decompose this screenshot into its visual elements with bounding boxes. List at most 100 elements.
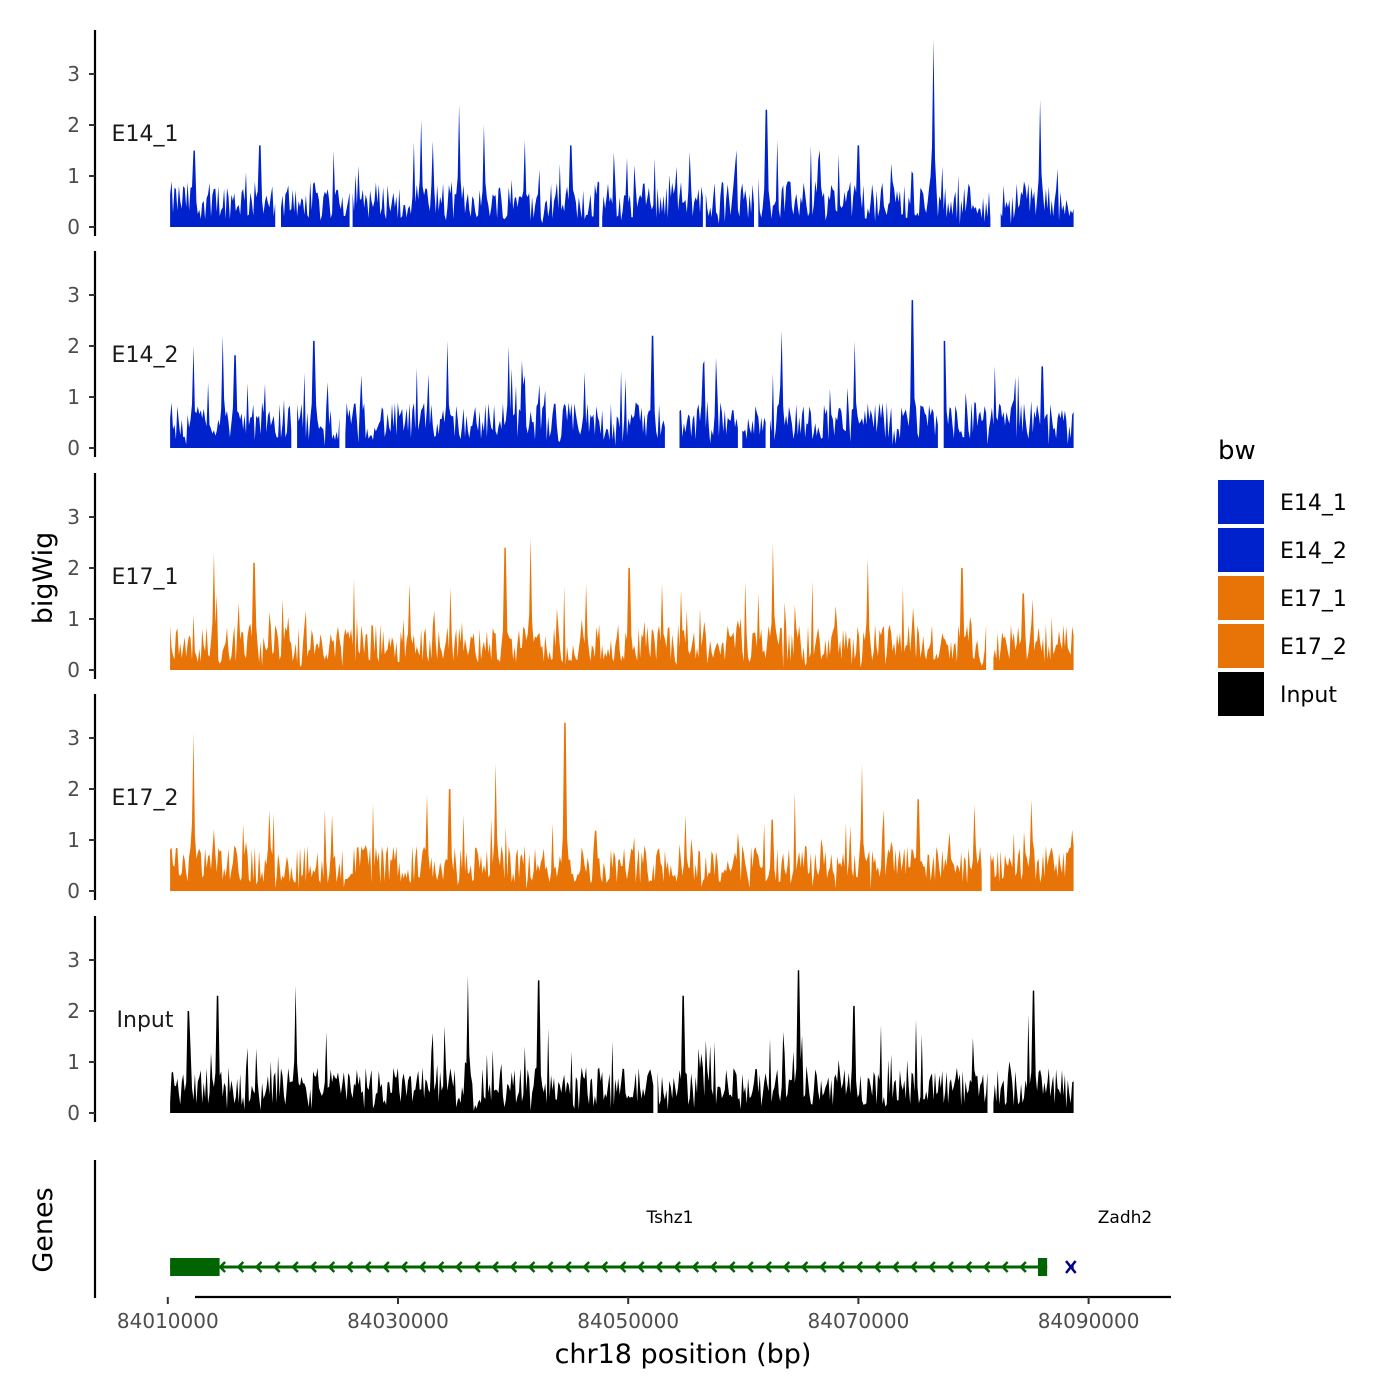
signal-area-E14_1 (170, 145, 276, 227)
y-axis-title: bigWig (28, 532, 59, 625)
strand-arrow (527, 1261, 536, 1273)
legend-title: bw (1218, 436, 1256, 466)
strand-arrow (746, 1261, 754, 1273)
strand-arrow (946, 1261, 954, 1273)
legend-label: E17_1 (1280, 587, 1347, 612)
legend-swatch (1218, 480, 1264, 524)
strand-arrow (236, 1261, 245, 1273)
track-E17_2: 0 1 2 3 E17_2 (67, 694, 1074, 903)
y-tick-label: 1 (67, 164, 80, 188)
strand-arrow (491, 1261, 499, 1273)
strand-arrow (218, 1261, 226, 1273)
legend-label: E14_1 (1280, 491, 1347, 516)
strand-arrow (509, 1261, 518, 1273)
y-tick-label: 0 (67, 879, 80, 903)
strand-arrow (345, 1261, 354, 1273)
strand-arrow (418, 1261, 427, 1273)
strand-arrow (891, 1261, 900, 1273)
strand-arrow (673, 1261, 681, 1273)
x-tick-label: 84030000 (347, 1309, 449, 1333)
signal-area-E14_1 (1000, 99, 1074, 227)
strand-arrow (1000, 1261, 1009, 1273)
gene-label: Tshz1 (646, 1208, 694, 1228)
signal-area-E14_2 (297, 340, 340, 448)
strand-arrow (582, 1261, 590, 1273)
y-tick-label: 3 (67, 62, 80, 86)
legend-swatch (1218, 624, 1264, 668)
x-tick-label: 84090000 (1038, 1309, 1140, 1333)
x-tick-label: 84050000 (577, 1309, 679, 1333)
track-E14_2: 0 1 2 3 E14_2 (67, 251, 1074, 460)
strand-arrow (272, 1261, 281, 1273)
x-axis-title: chr18 position (bp) (555, 1339, 812, 1370)
signal-area-E14_1 (281, 150, 350, 227)
legend-label: E14_2 (1280, 539, 1347, 564)
y-tick-label: 1 (67, 385, 80, 409)
strand-arrow (1019, 1261, 1027, 1273)
legend-label: Input (1280, 683, 1337, 708)
legend-swatch (1218, 672, 1264, 716)
signal-area-E17_1 (170, 537, 987, 670)
x-tick-label: 84010000 (117, 1309, 219, 1333)
strand-arrow (800, 1261, 809, 1273)
y-tick-label: 2 (67, 113, 80, 137)
strand-arrow (454, 1261, 463, 1273)
strand-arrow (636, 1261, 645, 1273)
signal-area-E17_2 (990, 799, 1074, 891)
strand-arrow (254, 1261, 263, 1273)
strand-arrow (473, 1261, 481, 1273)
strand-arrow (909, 1261, 918, 1273)
legend: bw E14_1 E14_2 E17_1 E17_2 Input (1218, 436, 1347, 716)
signal-area-Input (993, 990, 1074, 1113)
strand-arrow (855, 1261, 863, 1273)
x-axis: 84010000 84030000 84050000 84070000 84090000 (117, 1295, 1171, 1333)
gene-Zadh2: Zadh2 (1065, 1208, 1152, 1274)
strand-arrow (291, 1261, 299, 1273)
signal-area-E17_2 (170, 722, 982, 891)
gene-models: Tshz1 Zadh2 (170, 1208, 1152, 1276)
track-E14_1: 0 1 2 3 E14_1 (67, 30, 1074, 239)
strand-arrow (964, 1261, 973, 1273)
track-Input: 0 1 2 3 Input (67, 916, 1074, 1125)
legend-swatch (1218, 576, 1264, 620)
strand-arrow (436, 1261, 445, 1273)
strand-arrow (782, 1261, 791, 1273)
y-tick-label: 0 (67, 658, 80, 682)
strand-arrow (545, 1261, 554, 1273)
strand-arrow (327, 1261, 336, 1273)
signal-area-E14_1 (352, 104, 600, 227)
track-label: E17_2 (112, 786, 179, 811)
gene-exon (170, 1258, 220, 1276)
y-tick-label: 1 (67, 607, 80, 631)
y-tick-label: 2 (67, 556, 80, 580)
legend-label: E17_2 (1280, 635, 1347, 660)
strand-arrow (691, 1261, 700, 1273)
signal-area-E14_2 (345, 335, 665, 448)
strand-arrow (709, 1261, 718, 1273)
strand-arrow (764, 1261, 772, 1273)
y-tick-label: 1 (67, 828, 80, 852)
y-tick-label: 3 (67, 505, 80, 529)
strand-arrow (837, 1261, 845, 1273)
signal-area-E14_2 (770, 300, 938, 448)
signal-area-E14_1 (705, 150, 754, 227)
gene-exon (1037, 1258, 1048, 1276)
strand-arrow (382, 1261, 390, 1273)
strand-arrow (309, 1261, 317, 1273)
bigwig-tracks: 0 1 2 3 E14_1 0 1 2 3 E14_2 0 1 2 3 E17_1 0 1 2 3 E17_2 0 1 2 3… (67, 30, 1074, 1125)
signal-area-E14_2 (679, 357, 738, 448)
track-E17_1: 0 1 2 3 E17_1 (67, 473, 1074, 682)
strand-arrow (618, 1261, 627, 1273)
y-tick-label: 0 (67, 1101, 80, 1125)
y-tick-label: 3 (67, 283, 80, 307)
strand-arrow (818, 1261, 827, 1273)
strand-arrow (873, 1261, 882, 1273)
strand-arrow (564, 1261, 572, 1273)
genes-panel: Genes Tshz1 Zadh2 (28, 1160, 1152, 1298)
gene-label: Zadh2 (1098, 1208, 1152, 1228)
signal-area-E14_2 (742, 406, 766, 448)
legend-swatch (1218, 528, 1264, 572)
y-tick-label: 3 (67, 726, 80, 750)
signal-area-E14_2 (170, 335, 292, 448)
